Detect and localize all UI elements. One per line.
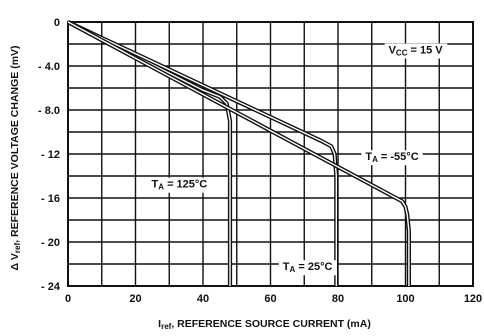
series-line-1 bbox=[67, 20, 233, 286]
series-line-core bbox=[67, 21, 410, 286]
annotation-label: VCC = 15 V bbox=[389, 45, 444, 58]
y-axis-title: Δ Vref, REFERENCE VOLTAGE CHANGE (mV) bbox=[9, 45, 22, 270]
x-tick-label: 80 bbox=[332, 293, 344, 305]
x-axis-title-main: I bbox=[158, 318, 161, 330]
series-line-core bbox=[67, 21, 337, 286]
x-tick-label: 20 bbox=[129, 293, 141, 305]
grid bbox=[67, 21, 474, 287]
x-tick-label: 0 bbox=[65, 293, 71, 305]
annotation-vcc: VCC = 15 V bbox=[384, 43, 448, 59]
annotation-ta-25: TA = 25°C bbox=[278, 260, 337, 276]
series-line-core bbox=[67, 21, 231, 286]
annotations: VCC = 15 V TA = 125°C TA = -55°C TA = 25°C bbox=[147, 43, 448, 276]
y-tick-label: - 12 bbox=[41, 149, 60, 161]
x-axis-title-sub: ref bbox=[161, 322, 172, 331]
y-tick-label: 0 bbox=[54, 17, 60, 29]
series-line-2 bbox=[67, 20, 339, 286]
x-axis-title-rest: , REFERENCE SOURCE CURRENT (mA) bbox=[171, 318, 371, 330]
tick-labels: 0 20 40 60 80 100 120 0 - 4.0 - 8.0 - 12 - 16 - 20 - … bbox=[38, 17, 482, 305]
y-tick-label: - 24 bbox=[41, 281, 61, 293]
series-layer bbox=[67, 20, 411, 286]
annotation-label: TA = 125°C bbox=[152, 179, 208, 192]
annotation-background bbox=[361, 150, 423, 166]
y-axis-title-sub: ref bbox=[13, 243, 22, 254]
annotation-background bbox=[147, 177, 212, 193]
annotation-ta-125: TA = 125°C bbox=[147, 177, 212, 193]
annotation-ta-m55: TA = -55°C bbox=[361, 150, 423, 166]
annotation-label: TA = -55°C bbox=[365, 151, 418, 164]
plot-frame bbox=[67, 21, 474, 287]
x-axis-title: Iref, REFERENCE SOURCE CURRENT (mA) bbox=[158, 318, 371, 331]
y-tick-label: - 20 bbox=[41, 237, 60, 249]
x-tick-label: 60 bbox=[264, 293, 276, 305]
annotation-background bbox=[278, 260, 337, 276]
x-tick-label: 40 bbox=[197, 293, 209, 305]
annotation-background bbox=[384, 43, 448, 59]
y-tick-label: - 16 bbox=[41, 193, 60, 205]
series-line-3 bbox=[67, 20, 411, 286]
y-tick-label: - 4.0 bbox=[38, 61, 60, 73]
y-axis-title-main: Δ V bbox=[9, 253, 21, 270]
x-tick-label: 120 bbox=[464, 293, 482, 305]
x-tick-label: 100 bbox=[396, 293, 414, 305]
annotation-label: TA = 25°C bbox=[283, 261, 333, 274]
y-axis-title-rest: , REFERENCE VOLTAGE CHANGE (mV) bbox=[9, 45, 21, 242]
y-tick-label: - 8.0 bbox=[38, 105, 60, 117]
